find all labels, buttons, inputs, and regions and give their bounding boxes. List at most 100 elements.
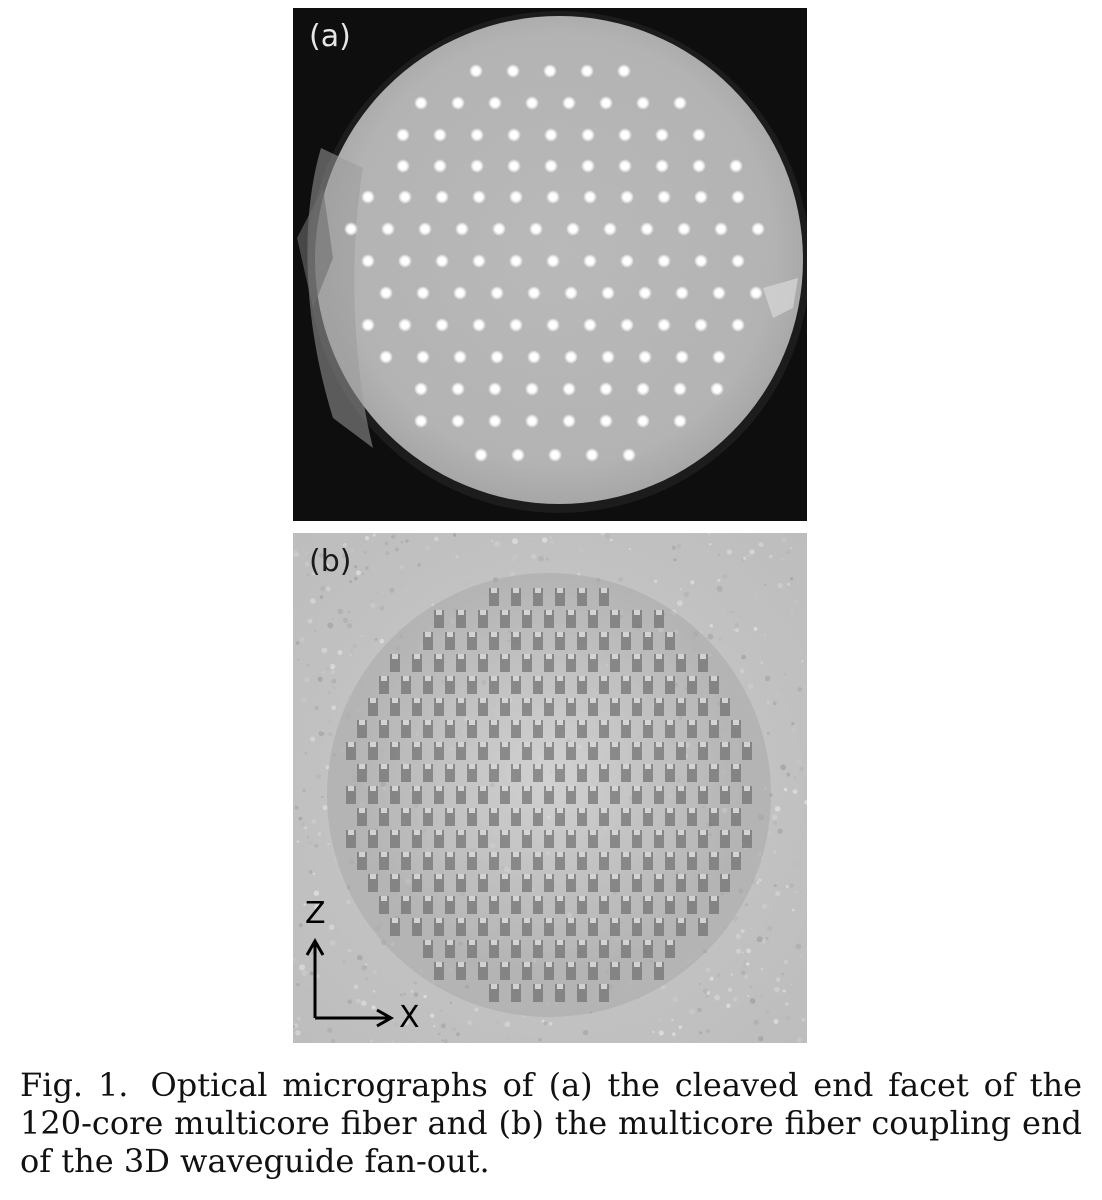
texture-speck: [441, 1039, 444, 1042]
fiber-core-center: [528, 99, 536, 107]
waveguide-core: [401, 720, 411, 738]
waveguide-core: [566, 742, 576, 760]
waveguide-core: [478, 830, 488, 848]
texture-speck: [365, 963, 368, 966]
waveguide-core-highlight: [403, 764, 409, 769]
waveguide-core-highlight: [557, 632, 563, 637]
texture-speck: [327, 622, 334, 629]
texture-speck: [327, 843, 330, 846]
texture-speck: [342, 617, 349, 623]
fiber-core-center: [475, 257, 483, 265]
waveguide-core-highlight: [678, 874, 684, 879]
texture-speck: [467, 1020, 472, 1026]
waveguide-core-highlight: [722, 786, 728, 791]
fiber-core-center: [658, 162, 666, 170]
waveguide-core-highlight: [601, 632, 607, 637]
fiber-core-center: [549, 257, 557, 265]
texture-speck: [789, 983, 793, 986]
texture-speck: [678, 1025, 682, 1029]
cleave-chip: [763, 278, 798, 318]
fiber-core-center: [419, 289, 427, 297]
texture-speck: [402, 992, 406, 996]
waveguide-core: [467, 808, 477, 826]
texture-speck: [781, 558, 784, 561]
fiber-core-center: [643, 225, 651, 233]
fiber-core-center: [604, 353, 612, 361]
waveguide-core: [709, 720, 719, 738]
waveguide-core: [665, 896, 675, 914]
fiber-core-center: [417, 385, 425, 393]
texture-speck: [792, 649, 797, 654]
waveguide-core: [489, 764, 499, 782]
fiber-core-center: [565, 385, 573, 393]
waveguide-core: [511, 632, 521, 650]
fiber-core-center: [639, 99, 647, 107]
waveguide-core-highlight: [469, 896, 475, 901]
texture-speck: [773, 701, 777, 706]
texture-speck: [741, 951, 744, 954]
fiber-core-center: [436, 162, 444, 170]
texture-speck: [349, 653, 352, 657]
waveguide-core: [709, 808, 719, 826]
texture-speck: [354, 565, 358, 569]
waveguide-core: [346, 786, 356, 804]
texture-speck: [324, 563, 330, 569]
texture-speck: [443, 1039, 448, 1043]
texture-speck: [706, 994, 709, 998]
texture-speck: [707, 533, 711, 535]
texture-speck: [733, 628, 736, 632]
texture-speck: [295, 641, 300, 645]
texture-speck: [697, 1007, 702, 1013]
waveguide-core-highlight: [491, 940, 497, 945]
waveguide-core: [599, 940, 609, 958]
texture-speck: [384, 541, 389, 546]
micrograph-waveguide-fan-out: (b) Z X: [293, 533, 807, 1043]
waveguide-core-highlight: [656, 830, 662, 835]
waveguide-core: [522, 654, 532, 672]
waveguide-core: [456, 874, 466, 892]
texture-speck: [391, 1040, 395, 1043]
texture-speck: [531, 553, 537, 560]
waveguide-core-highlight: [711, 896, 717, 901]
waveguide-core-highlight: [557, 940, 563, 945]
texture-speck: [423, 994, 427, 999]
waveguide-core-highlight: [568, 786, 574, 791]
waveguide-core-highlight: [601, 940, 607, 945]
texture-speck: [316, 974, 320, 979]
texture-speck: [304, 751, 308, 755]
texture-speck: [768, 903, 773, 908]
waveguide-core-highlight: [359, 764, 365, 769]
waveguide-core-highlight: [568, 830, 574, 835]
texture-speck: [801, 660, 804, 663]
texture-speck: [315, 774, 321, 779]
waveguide-core-highlight: [557, 588, 563, 593]
texture-speck: [318, 963, 323, 968]
waveguide-core-highlight: [744, 786, 750, 791]
texture-speck: [404, 1013, 407, 1015]
texture-speck: [504, 1021, 511, 1028]
waveguide-core-highlight: [458, 786, 464, 791]
waveguide-core-highlight: [601, 808, 607, 813]
waveguide-core: [467, 632, 477, 650]
waveguide-core: [445, 896, 455, 914]
fiber-core-center: [602, 385, 610, 393]
fiber-core-center: [399, 131, 407, 139]
waveguide-core-highlight: [491, 896, 497, 901]
texture-speck: [474, 549, 478, 553]
waveguide-core-highlight: [513, 852, 519, 857]
waveguide-core: [665, 676, 675, 694]
waveguide-core: [610, 874, 620, 892]
texture-speck: [364, 976, 369, 981]
waveguide-core: [390, 742, 400, 760]
waveguide-core: [478, 742, 488, 760]
texture-speck: [763, 633, 767, 636]
waveguide-core-highlight: [447, 852, 453, 857]
waveguide-core: [522, 962, 532, 980]
waveguide-core-highlight: [469, 940, 475, 945]
waveguide-core-highlight: [601, 764, 607, 769]
texture-speck: [389, 587, 395, 593]
waveguide-core: [401, 852, 411, 870]
texture-speck: [506, 1037, 508, 1040]
texture-speck: [782, 989, 786, 993]
waveguide-core-highlight: [436, 698, 442, 703]
